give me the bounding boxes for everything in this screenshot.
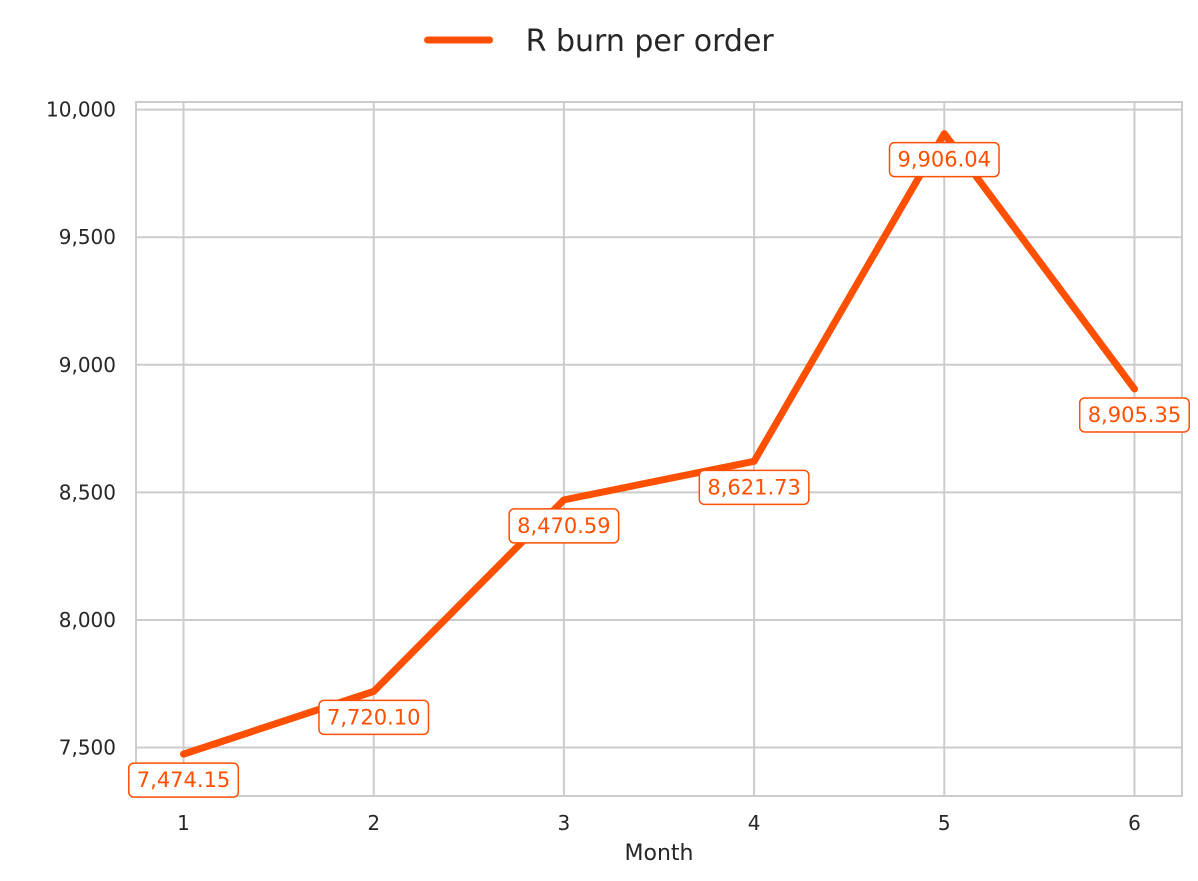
data-label-1: 7,474.15 bbox=[128, 762, 240, 798]
x-tick-label-3: 3 bbox=[558, 811, 571, 835]
y-tick-label-9500: 9,500 bbox=[59, 225, 116, 249]
data-label-box-6 bbox=[1078, 397, 1190, 433]
x-tick-label-6: 6 bbox=[1128, 811, 1141, 835]
legend: R burn per order bbox=[424, 24, 775, 59]
data-labels: 7,474.15 7,720.10 8,470.59 8,621.73 9,906.04… bbox=[128, 141, 1190, 798]
data-point-2 bbox=[371, 688, 377, 694]
data-label-text-2: 7,720.10 bbox=[327, 705, 421, 729]
data-label-box-3 bbox=[508, 508, 620, 544]
data-label-3: 8,470.59 bbox=[508, 508, 620, 544]
data-label-box-2 bbox=[318, 699, 430, 736]
y-tick-label-10000: 10,000 bbox=[46, 98, 116, 122]
y-tick-label-8500: 8,500 bbox=[59, 480, 116, 504]
plot-frame bbox=[135, 101, 1183, 797]
y-tick-label-7500: 7,500 bbox=[59, 736, 116, 760]
x-tick-label-2: 2 bbox=[367, 811, 380, 835]
data-label-box-4 bbox=[698, 469, 810, 506]
data-label-text-6: 8,905.35 bbox=[1088, 403, 1182, 427]
data-label-text-1: 7,474.15 bbox=[137, 768, 231, 792]
data-point-6 bbox=[1131, 386, 1137, 392]
y-tick-labels: 7,500 8,000 8,500 9,000 9,500 10,000 bbox=[46, 98, 116, 760]
data-label-5: 9,906.04 bbox=[888, 141, 1000, 178]
data-label-text-4: 8,621.73 bbox=[707, 475, 801, 499]
x-tick-labels: 1 2 3 4 5 6 bbox=[177, 811, 1141, 835]
legend-label: R burn per order bbox=[526, 24, 775, 59]
x-axis-label: Month bbox=[625, 841, 694, 866]
x-tick-label-1: 1 bbox=[177, 811, 190, 835]
x-tick-label-4: 4 bbox=[748, 811, 761, 835]
x-tick-label-5: 5 bbox=[938, 811, 951, 835]
y-tick-label-8000: 8,000 bbox=[59, 608, 116, 632]
y-tick-label-9000: 9,000 bbox=[59, 353, 116, 377]
gridlines bbox=[136, 102, 1182, 796]
data-label-text-5: 9,906.04 bbox=[898, 148, 992, 172]
data-label-4: 8,621.73 bbox=[698, 469, 810, 506]
data-label-box-5 bbox=[888, 141, 1000, 178]
data-label-box-1 bbox=[128, 762, 240, 798]
data-point-5 bbox=[941, 131, 947, 137]
data-label-text-3: 8,470.59 bbox=[517, 514, 611, 538]
data-point-3 bbox=[561, 497, 567, 503]
data-point-1 bbox=[181, 751, 187, 757]
data-label-6: 8,905.35 bbox=[1078, 397, 1190, 433]
data-point-4 bbox=[751, 458, 757, 464]
data-label-2: 7,720.10 bbox=[318, 699, 430, 736]
